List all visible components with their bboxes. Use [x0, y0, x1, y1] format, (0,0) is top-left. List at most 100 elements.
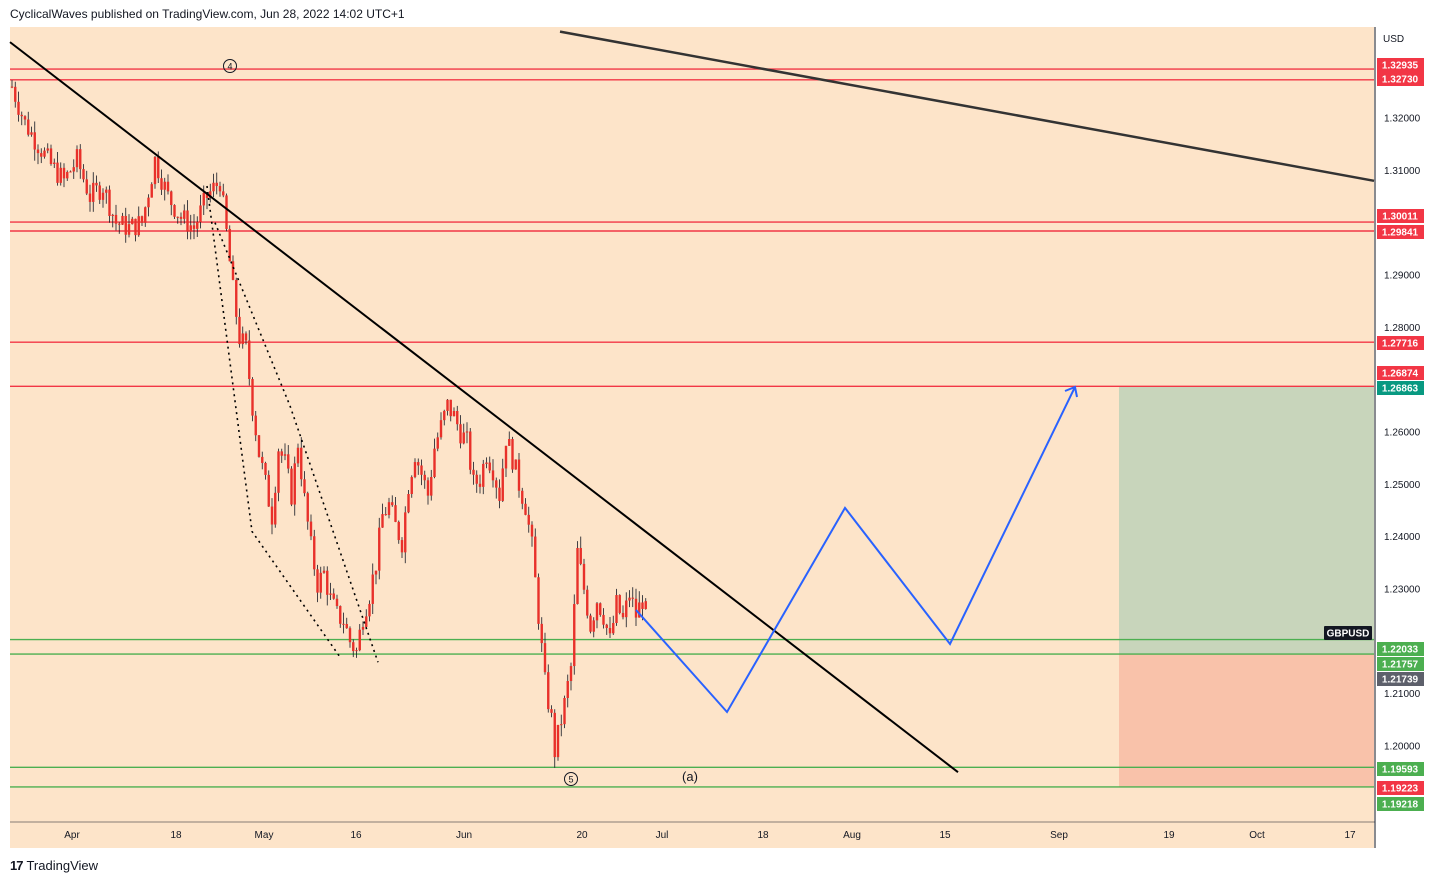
candle-body — [387, 502, 391, 515]
candle-body — [378, 527, 381, 571]
candle-body — [150, 184, 153, 198]
candle-body — [264, 462, 267, 475]
candle-body — [560, 724, 563, 726]
price-tag-box — [1377, 672, 1424, 686]
candle-body — [290, 468, 293, 505]
candle-body — [121, 215, 124, 225]
price-tag-label: 1.19218 — [1382, 800, 1419, 811]
candle-body — [248, 340, 251, 380]
candle-body — [231, 261, 235, 280]
candle-body — [225, 195, 228, 229]
publisher-header: CyclicalWaves published on TradingView.c… — [10, 7, 405, 21]
candle-body — [638, 602, 641, 618]
candle-body — [586, 589, 589, 616]
time-tick-label: 16 — [350, 830, 362, 841]
price-axis[interactable]: USD 1.32000 1.31000 1.29000 1.28000 1.26000 1… — [1383, 34, 1421, 753]
candle-body — [381, 514, 384, 528]
candle-body — [566, 681, 569, 699]
candle-body — [524, 503, 527, 515]
price-tick-label: 1.21000 — [1384, 689, 1421, 700]
candle-body — [244, 333, 248, 341]
candle-body — [621, 612, 625, 618]
candle-body — [160, 178, 163, 190]
time-axis[interactable]: Apr 18 May 16 Jun 20 Jul 18 Aug 15 Sep 19 Oct 17 — [64, 830, 1356, 841]
candle-body — [410, 477, 413, 495]
candle-body — [53, 162, 56, 164]
candle-body — [534, 536, 537, 578]
price-tag-box — [1377, 781, 1424, 795]
candle-body — [316, 569, 319, 593]
candle-body — [300, 447, 303, 480]
candle-body — [511, 439, 514, 470]
candle-body — [235, 279, 238, 317]
candle-body — [563, 698, 566, 725]
candle-body — [69, 171, 72, 173]
candle-body — [228, 228, 231, 262]
price-tag-label: 1.26863 — [1382, 384, 1419, 395]
candlestick-series — [10, 80, 647, 768]
candle-body — [46, 148, 49, 151]
candle-body — [618, 595, 621, 613]
wave-marker-circle — [223, 59, 237, 73]
candle-body — [582, 563, 586, 590]
candle-body — [170, 191, 173, 206]
price-tag-label: 1.32730 — [1382, 75, 1419, 86]
price-tag-box — [1377, 797, 1424, 811]
candle-body — [283, 454, 287, 456]
main-downtrend-line — [9, 41, 959, 773]
candle-body — [508, 439, 511, 446]
candle-body — [241, 333, 244, 345]
candle-body — [348, 628, 352, 643]
candle-body — [355, 650, 358, 652]
candle-body — [306, 493, 309, 522]
candle-body — [238, 316, 241, 345]
candle-body — [40, 153, 43, 157]
candle-body — [553, 712, 556, 758]
candle-body — [391, 502, 394, 506]
candle-body — [495, 480, 498, 488]
wave-annotations: 4 5 (a) — [223, 59, 698, 786]
candle-body — [547, 672, 550, 710]
price-tag-box — [1377, 642, 1424, 656]
candle-body — [491, 470, 495, 481]
risk-reward-zones — [1119, 386, 1374, 787]
candle-body — [85, 179, 88, 194]
candle-body — [192, 225, 196, 229]
candle-body — [537, 577, 540, 624]
candle-body — [634, 598, 638, 618]
candle-body — [202, 192, 205, 206]
candle-body — [261, 456, 264, 463]
candle-body — [105, 189, 108, 193]
candle-body — [95, 182, 98, 186]
candle-body — [576, 547, 579, 605]
price-tag-label: 1.30011 — [1382, 212, 1418, 223]
price-tag-label: 1.22033 — [1382, 645, 1419, 656]
candle-body — [27, 119, 30, 135]
projection-arrowhead — [1064, 385, 1078, 398]
candle-body — [36, 149, 40, 154]
candle-body — [342, 623, 345, 625]
price-tick-label: 1.28000 — [1384, 323, 1421, 334]
price-tick-label: 1.26000 — [1384, 428, 1421, 439]
candle-body — [530, 524, 534, 537]
candle-body — [79, 149, 82, 170]
wedge-upper-dotted-line — [214, 222, 379, 663]
candle-body — [615, 595, 618, 623]
candle-body — [163, 181, 166, 190]
candle-body — [101, 192, 105, 200]
candle-body — [394, 505, 397, 522]
candle-body — [501, 468, 504, 501]
price-tag-label: 1.21739 — [1382, 675, 1419, 686]
wave-label: 5 — [568, 775, 573, 785]
candle-body — [631, 597, 634, 599]
time-tick-label: Jun — [456, 830, 472, 841]
candle-body — [371, 574, 374, 604]
candle-body — [628, 597, 631, 601]
candle-body — [10, 86, 14, 88]
wave-label: (a) — [682, 769, 698, 784]
candle-body — [400, 540, 404, 553]
price-tag-box — [1377, 225, 1424, 239]
time-tick-label: 19 — [1163, 830, 1175, 841]
candle-body — [361, 626, 365, 630]
